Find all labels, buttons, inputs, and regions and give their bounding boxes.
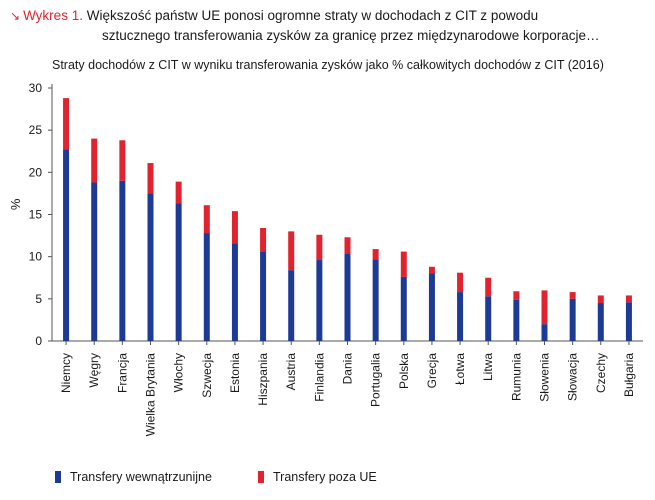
legend-swatch-extra [258,471,264,483]
x-tick-label: Dania [341,353,355,385]
bar-extra-eu [513,291,520,300]
bar-extra-eu [260,227,267,252]
legend-swatch-intra [55,471,61,483]
bar-extra-eu [625,295,632,303]
x-tick-label: Francja [115,353,129,393]
figure-title-line-2: sztucznego transferowania zysków za gran… [102,28,600,43]
legend-item-intra: Transfery wewnątrzunijne [55,470,212,484]
x-tick-label: Estonia [228,353,242,393]
x-tick-label: Słowenia [538,353,552,402]
x-tick-label: Łotwa [453,353,467,385]
y-tick-label: 20 [29,165,43,179]
x-tick-label: Włochy [172,353,186,392]
bar-intra-eu [344,253,351,341]
bar-intra-eu [288,270,295,341]
bar-extra-eu [288,231,295,271]
x-tick-label: Grecja [425,353,439,389]
bar-extra-eu [372,249,379,260]
x-tick-label: Hiszpania [256,353,270,406]
x-tick-label: Finlandia [312,353,326,402]
bar-intra-eu [513,299,520,341]
x-tick-label: Wielka Brytania [144,353,158,437]
y-tick-label: 30 [29,81,43,95]
bar-intra-eu [260,251,267,341]
bar-intra-eu [597,303,604,341]
bar-intra-eu [625,302,632,341]
x-tick-label: Czechy [594,353,608,393]
figure-title-line-1: Większość państw UE ponosi ogromne strat… [86,8,539,23]
figure-number: Wykres 1. [23,8,83,23]
x-tick-label: Bułgaria [622,353,636,397]
bar-extra-eu [203,205,210,234]
bar-intra-eu [569,298,576,341]
y-axis-title: % [8,198,23,210]
bar-intra-eu [316,260,323,341]
arrow-icon: ↘ [10,9,21,23]
bar-extra-eu [316,234,323,261]
bar-extra-eu [344,237,351,254]
bar-extra-eu [119,140,126,181]
bar-intra-eu [203,233,210,341]
x-tick-label: Niemcy [59,353,73,393]
x-tick-label: Rumunia [509,353,523,401]
bar-extra-eu [63,98,70,150]
bar-extra-eu [231,211,238,244]
x-tick-label: Portugalia [369,353,383,407]
y-tick-label: 0 [35,334,42,348]
bar-extra-eu [400,251,407,277]
bar-extra-eu [147,163,154,194]
bar-extra-eu [91,138,98,183]
legend-label-intra: Transfery wewnątrzunijne [70,470,212,484]
bar-intra-eu [175,203,182,341]
bar-intra-eu [147,193,154,341]
bar-intra-eu [231,243,238,341]
bar-intra-eu [400,276,407,341]
bar-intra-eu [91,182,98,341]
bar-extra-eu [175,181,182,204]
bar-extra-eu [428,266,435,274]
bar-intra-eu [119,180,126,341]
legend-label-extra: Transfery poza UE [273,470,377,484]
bar-intra-eu [457,292,464,341]
bar-extra-eu [457,272,464,293]
y-tick-label: 5 [35,292,42,306]
x-tick-label: Litwa [481,353,495,381]
bar-extra-eu [541,290,548,325]
bar-intra-eu [63,149,70,341]
y-tick-label: 10 [29,250,43,264]
x-tick-label: Węgry [87,353,101,388]
x-tick-label: Austria [284,353,298,391]
bar-extra-eu [597,295,604,304]
legend-item-extra: Transfery poza UE [258,470,377,484]
figure-label: ↘ Wykres 1. [10,8,83,23]
bar-intra-eu [485,296,492,341]
bar-extra-eu [569,292,576,299]
x-tick-label: Szwecja [200,353,214,398]
bar-intra-eu [372,259,379,341]
chart-title: Straty dochodów z CIT w wyniku transfero… [52,58,604,72]
y-tick-label: 25 [29,123,43,137]
bar-extra-eu [485,277,492,297]
chart-header: ↘ Wykres 1. Większość państw UE ponosi og… [10,6,650,45]
bar-intra-eu [428,273,435,341]
y-tick-label: 15 [29,208,43,222]
bar-intra-eu [541,324,548,341]
x-tick-label: Polska [397,353,411,389]
x-tick-label: Słowacja [566,353,580,401]
